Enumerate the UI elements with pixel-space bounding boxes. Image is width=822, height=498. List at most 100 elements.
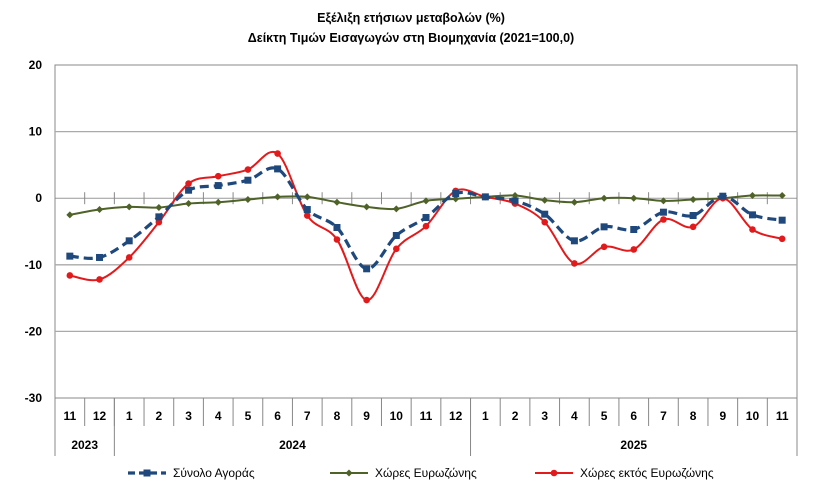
x-tick-label: 9 [719,409,726,423]
data-point [719,192,727,200]
data-point [333,224,341,232]
data-point [511,192,519,200]
x-tick-label: 11 [420,409,433,423]
x-tick-label: 2 [156,409,163,423]
data-point [303,212,311,219]
data-point [630,246,638,253]
x-tick-label: 6 [274,409,281,423]
data-point [660,216,667,223]
data-point [125,237,133,245]
data-point [244,196,252,204]
data-point [659,208,667,216]
data-point [571,260,578,267]
data-point [185,186,193,194]
data-point [66,252,74,260]
data-point [511,197,519,205]
x-tick-label: 4 [571,409,578,423]
x-tick-label: 12 [93,409,107,423]
data-point [96,276,103,283]
data-point [244,166,252,173]
data-point [155,213,163,221]
data-point [749,226,756,233]
data-point [689,212,697,220]
year-label: 2023 [71,438,98,452]
data-point [570,198,578,206]
data-point [452,190,460,198]
x-tick-label: 11 [63,409,76,423]
legend-marker [143,469,151,477]
data-point [214,182,222,190]
data-point [481,193,489,201]
data-point [748,211,756,219]
data-point [600,243,608,251]
legend-label: Χώρες Ευρωζώνης [375,466,477,480]
y-tick-label: -30 [25,391,43,405]
data-point [363,203,371,211]
x-tick-label: 12 [449,409,463,423]
year-label: 2025 [620,438,647,452]
x-tick-label: 3 [541,409,548,423]
data-point [66,211,74,219]
year-label: 2024 [279,438,306,452]
data-point [452,195,460,203]
data-point [155,218,163,226]
data-point [393,245,400,253]
y-tick-label: -10 [25,258,43,272]
data-point [659,197,667,205]
data-point [303,206,311,214]
data-point [363,296,370,304]
data-point [125,254,133,261]
x-tick-label: 10 [746,409,760,423]
data-point [422,197,430,205]
data-point [363,265,371,273]
data-point [303,193,311,201]
x-tick-label: 1 [126,409,133,423]
data-point [422,214,430,222]
data-point [392,231,400,239]
data-point [274,150,281,157]
data-point [600,194,608,202]
data-point [689,223,697,231]
x-tick-label: 11 [776,409,789,423]
y-tick-label: 0 [35,191,42,205]
data-point [333,236,341,243]
x-tick-label: 3 [185,409,192,423]
subtitle-line: Δείκτη Τιμών Εισαγωγών στη Βιομηχανία (2… [247,31,575,45]
data-point [630,226,638,234]
data-point [778,192,786,200]
data-point [185,180,192,187]
x-tick-label: 2 [512,409,519,423]
data-point [778,216,786,224]
plot-area [54,64,798,399]
legend-label: Χώρες εκτός Ευρωζώνης [580,466,714,480]
title-line: Εξέλιξη ετήσιων μεταβολών (%) [317,11,505,25]
data-point [778,235,786,243]
x-tick-label: 8 [334,409,341,423]
data-point [392,205,400,213]
chart-title: Εξέλιξη ετήσιων μεταβολών (%) Δείκτη Τιμ… [0,8,822,48]
x-tick-label: 1 [482,409,489,423]
x-tick-label: 9 [363,409,370,423]
data-point [214,172,222,180]
data-point [630,194,638,202]
x-tick-label: 6 [630,409,637,423]
data-point [155,204,163,212]
data-point [274,165,282,173]
y-tick-label: 10 [29,125,43,139]
data-point [541,196,549,204]
data-point [541,210,549,218]
data-point [422,222,430,230]
data-point [333,198,341,206]
data-point [748,192,756,200]
x-tick-label: 7 [304,409,311,423]
data-point [96,253,104,261]
legend-marker [345,469,353,477]
data-point [96,206,104,214]
x-tick-label: 7 [660,409,667,423]
data-point [214,198,222,206]
x-tick-label: 4 [215,409,222,423]
legend-marker [550,469,558,477]
data-point [541,218,549,226]
data-point [125,203,133,211]
